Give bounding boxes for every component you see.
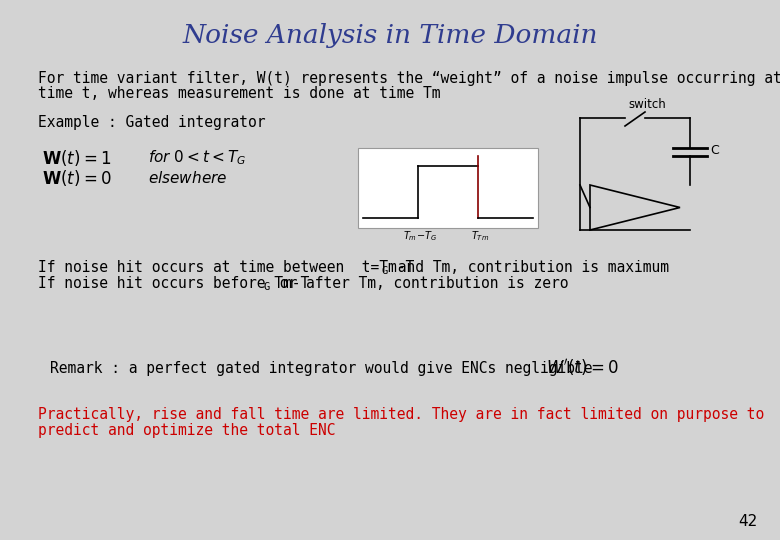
Text: switch: switch <box>628 98 666 111</box>
Text: Example : Gated integrator: Example : Gated integrator <box>38 114 265 130</box>
Text: If noise hit occurs before Tm-T: If noise hit occurs before Tm-T <box>38 276 309 292</box>
Bar <box>358 148 538 228</box>
Text: G: G <box>381 266 387 276</box>
Text: or after Tm, contribution is zero: or after Tm, contribution is zero <box>271 276 569 292</box>
Text: predict and optimize the total ENC: predict and optimize the total ENC <box>38 423 335 438</box>
Text: and Tm, contribution is maximum: and Tm, contribution is maximum <box>389 260 669 275</box>
Text: 42: 42 <box>739 515 757 530</box>
Text: $T_m\!-\!T_G$: $T_m\!-\!T_G$ <box>402 229 438 243</box>
Text: $W'(t)=0$: $W'(t)=0$ <box>546 357 619 379</box>
Text: For time variant filter, W(t) represents the “weight” of a noise impulse occurri: For time variant filter, W(t) represents… <box>38 71 780 85</box>
Text: $\mathit{for}\ 0 < t < T_G$: $\mathit{for}\ 0 < t < T_G$ <box>148 148 246 167</box>
Text: $T_{Tm}$: $T_{Tm}$ <box>471 229 489 243</box>
Text: time t, whereas measurement is done at time Tm: time t, whereas measurement is done at t… <box>38 86 441 102</box>
Text: Remark : a perfect gated integrator would give ENCs negligible: Remark : a perfect gated integrator woul… <box>50 361 593 375</box>
Text: If noise hit occurs at time between  t=Tm-T: If noise hit occurs at time between t=Tm… <box>38 260 414 275</box>
Text: $\mathbf{W}(t)=1$: $\mathbf{W}(t)=1$ <box>42 148 112 168</box>
Text: $\mathbf{W}(t)=0$: $\mathbf{W}(t)=0$ <box>42 168 112 188</box>
Text: $\mathit{elsewhere}$: $\mathit{elsewhere}$ <box>148 170 228 186</box>
Text: G: G <box>263 282 269 292</box>
Text: Noise Analysis in Time Domain: Noise Analysis in Time Domain <box>183 24 597 49</box>
Text: Practically, rise and fall time are limited. They are in fact limited on purpose: Practically, rise and fall time are limi… <box>38 408 764 422</box>
Text: C: C <box>710 145 718 158</box>
